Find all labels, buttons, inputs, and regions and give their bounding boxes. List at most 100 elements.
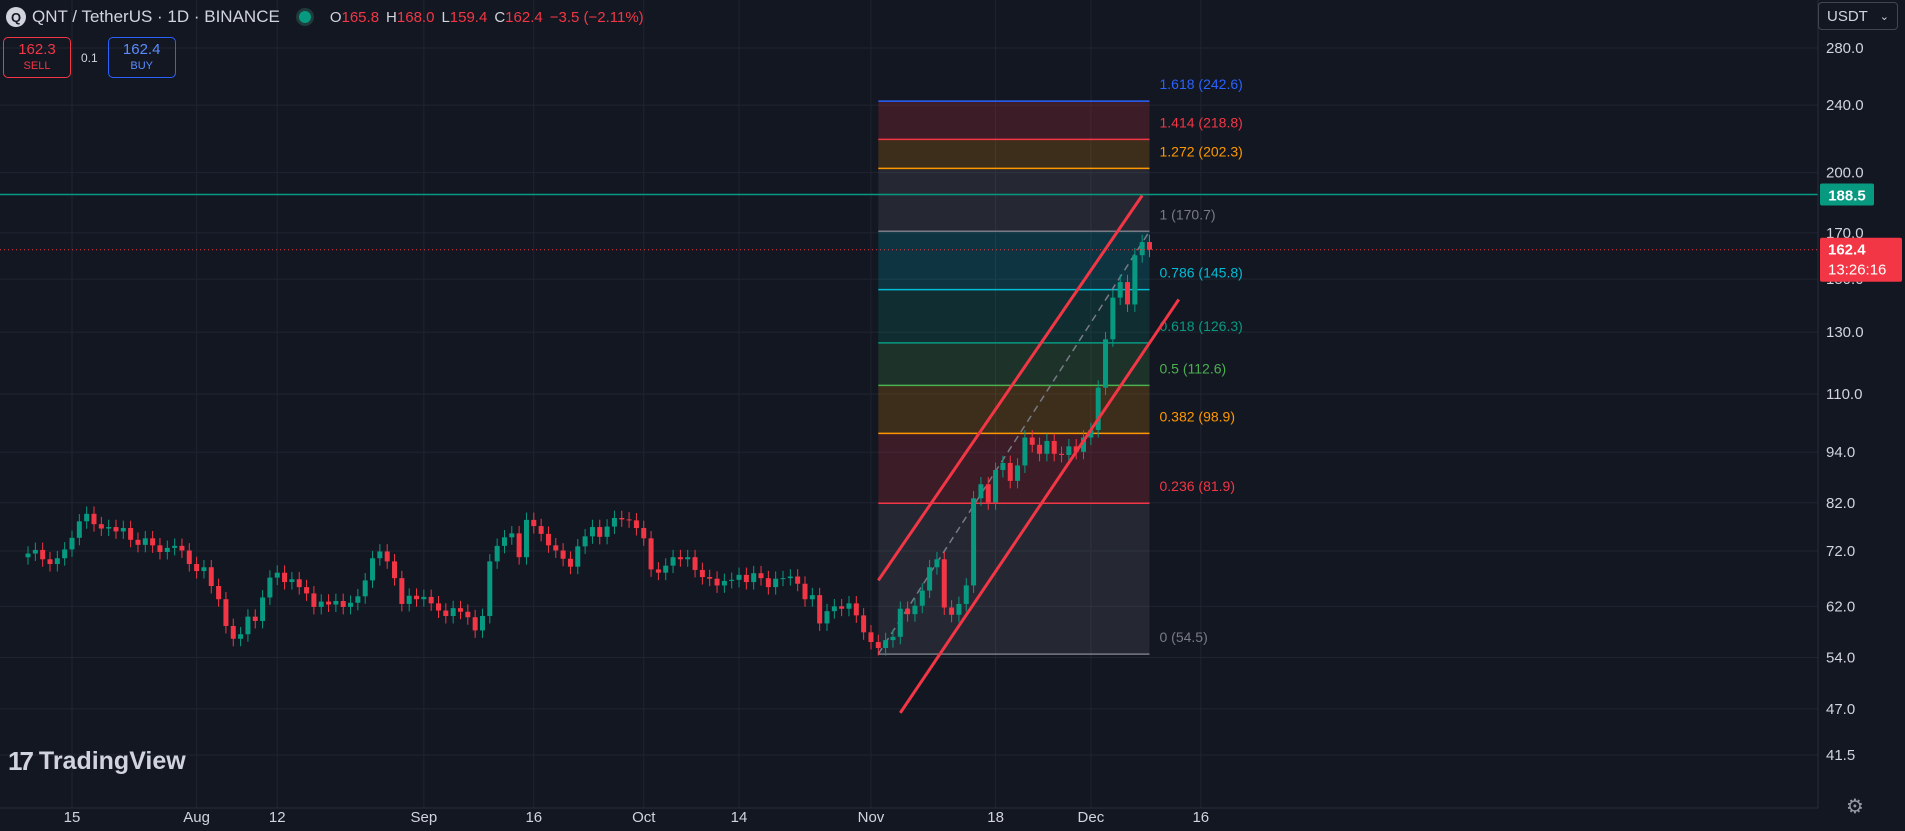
candle <box>692 557 698 570</box>
candle <box>267 577 273 598</box>
price-axis[interactable]: 280.0240.0200.0170.0150.0130.0110.094.08… <box>1817 0 1905 831</box>
candle <box>245 616 251 635</box>
candle <box>1051 440 1057 454</box>
candle <box>780 578 786 580</box>
candle <box>1103 339 1109 388</box>
candle <box>751 573 757 583</box>
fib-level-label: 0.382 (98.9) <box>1160 408 1236 424</box>
candle <box>853 603 859 616</box>
fib-level-label: 1.272 (202.3) <box>1160 143 1243 159</box>
candle <box>993 469 999 503</box>
candle <box>1147 242 1153 250</box>
candle <box>677 557 683 560</box>
change-value: −3.5 (−2.11%) <box>549 8 644 26</box>
chart-drawings[interactable] <box>0 193 1818 714</box>
fib-level-label: 1.414 (218.8) <box>1160 114 1243 130</box>
candle <box>406 595 412 604</box>
candle <box>714 578 720 586</box>
candle <box>868 632 874 643</box>
candle <box>883 640 889 649</box>
qnt-coin-icon[interactable]: Q <box>6 7 26 27</box>
candle <box>604 526 610 537</box>
candle <box>326 601 332 605</box>
sell-button[interactable]: 162.3 SELL <box>3 37 71 78</box>
spread-value: 0.1 <box>81 50 98 65</box>
candle <box>164 547 170 552</box>
candle <box>809 595 815 600</box>
candle <box>971 498 977 586</box>
time-axis[interactable]: 15 Aug 12 Sep 16 Oct 14 Nov 18 Dec 16 <box>0 807 1818 831</box>
candle <box>956 603 962 615</box>
symbol-header: Q QNT / TetherUS · 1D · BINANCE O165.8 H… <box>6 6 644 28</box>
candle <box>582 536 588 547</box>
buy-label: BUY <box>130 59 153 72</box>
sell-label: SELL <box>23 59 51 72</box>
high-value: H168.0 <box>386 8 435 26</box>
candle <box>1007 463 1013 481</box>
candle <box>260 597 266 621</box>
time-tick-label: Oct <box>632 809 656 826</box>
symbol-title[interactable]: QNT / TetherUS · 1D · BINANCE <box>32 7 280 26</box>
candle <box>626 519 632 521</box>
channel-line[interactable] <box>877 194 1144 582</box>
candle <box>494 545 500 562</box>
candle <box>487 561 493 617</box>
candle <box>619 518 625 520</box>
candle <box>311 593 317 607</box>
candle <box>150 538 156 546</box>
candle <box>76 521 82 538</box>
last-price-tag[interactable] <box>1820 237 1902 282</box>
candle <box>729 579 735 581</box>
price-tick-label: 200.0 <box>1826 165 1864 182</box>
sell-price: 162.3 <box>18 40 56 58</box>
time-tick-label: 15 <box>64 809 81 826</box>
horizontal-line-price-tag[interactable] <box>1820 183 1874 206</box>
fib-level-label: 0.236 (81.9) <box>1160 478 1236 494</box>
candle <box>538 526 544 534</box>
candle <box>318 601 324 607</box>
fib-zone <box>878 433 1150 504</box>
candle <box>1132 255 1138 305</box>
candle <box>179 545 185 551</box>
time-tick-label: Dec <box>1078 809 1105 826</box>
candle <box>201 567 207 572</box>
candle <box>560 550 566 559</box>
candle <box>912 605 918 615</box>
candle <box>743 574 749 583</box>
buy-price: 162.4 <box>122 40 161 58</box>
fib-zone <box>878 231 1150 290</box>
gear-icon[interactable]: ⚙ <box>1846 796 1864 818</box>
candle <box>54 558 60 565</box>
currency-selector[interactable]: USDT ⌄ <box>1818 2 1898 30</box>
channel-line[interactable] <box>899 298 1181 714</box>
candlestick-series <box>25 234 1153 656</box>
candle <box>340 600 346 607</box>
fib-zone <box>878 342 1150 386</box>
candle <box>501 537 507 546</box>
candle <box>941 559 947 608</box>
price-tick-label: 54.0 <box>1826 649 1855 666</box>
time-tick-label: 16 <box>1192 809 1209 826</box>
candle <box>282 572 288 583</box>
buy-button[interactable]: 162.4 BUY <box>107 37 176 78</box>
candle <box>1095 387 1101 431</box>
close-value: C162.4 <box>494 8 543 26</box>
fib-level-label: 0.5 (112.6) <box>1160 360 1227 376</box>
candle <box>787 576 793 579</box>
fib-level-label: 0.786 (145.8) <box>1160 265 1243 281</box>
candle <box>98 524 104 529</box>
low-value: L159.4 <box>441 8 488 26</box>
horizontal-line-price-label: 188.5 <box>1828 188 1866 205</box>
fib-zone <box>878 101 1150 140</box>
time-tick-label: Aug <box>183 809 210 826</box>
tradingview-logo[interactable]: 17 TradingView <box>8 746 186 777</box>
candle <box>523 519 529 558</box>
fibonacci-retracement[interactable]: 0 (54.5) 0.236 (81.9) 0.382 (98.9) 0.5 (112… <box>877 76 1243 655</box>
market-status-icon[interactable] <box>295 8 314 26</box>
candle <box>655 569 661 573</box>
candle <box>817 595 823 624</box>
candle <box>963 585 969 604</box>
candle <box>194 564 200 572</box>
candle <box>641 528 647 539</box>
